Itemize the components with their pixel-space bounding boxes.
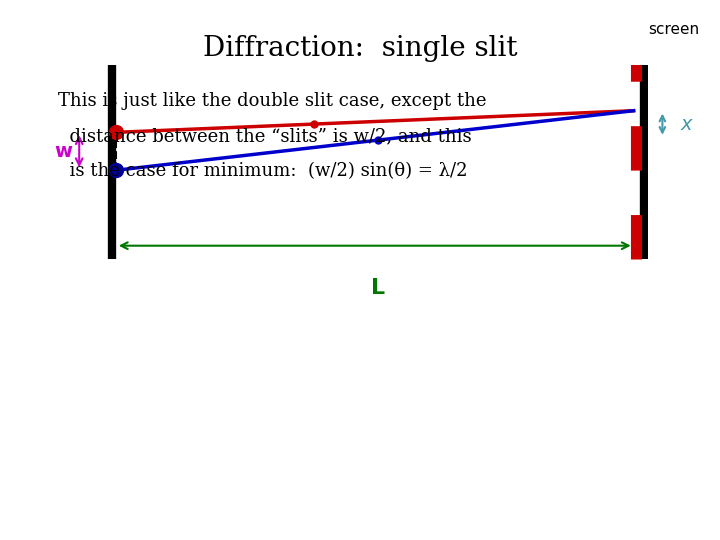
Text: is the case for minimum:  (w/2) sin(θ) = λ/2: is the case for minimum: (w/2) sin(θ) = … — [58, 162, 467, 180]
Text: L: L — [371, 278, 385, 298]
Text: x: x — [680, 114, 692, 134]
Text: This is just like the double slit case, except the: This is just like the double slit case, … — [58, 92, 486, 110]
Text: Diffraction:  single slit: Diffraction: single slit — [203, 35, 517, 62]
Text: w: w — [55, 141, 72, 161]
Text: screen: screen — [648, 22, 699, 37]
Text: distance between the “slits” is w/2, and this: distance between the “slits” is w/2, and… — [58, 127, 471, 145]
